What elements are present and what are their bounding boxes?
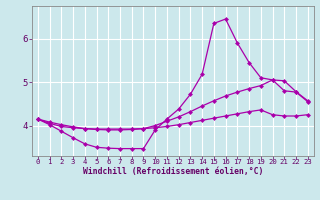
X-axis label: Windchill (Refroidissement éolien,°C): Windchill (Refroidissement éolien,°C): [83, 167, 263, 176]
